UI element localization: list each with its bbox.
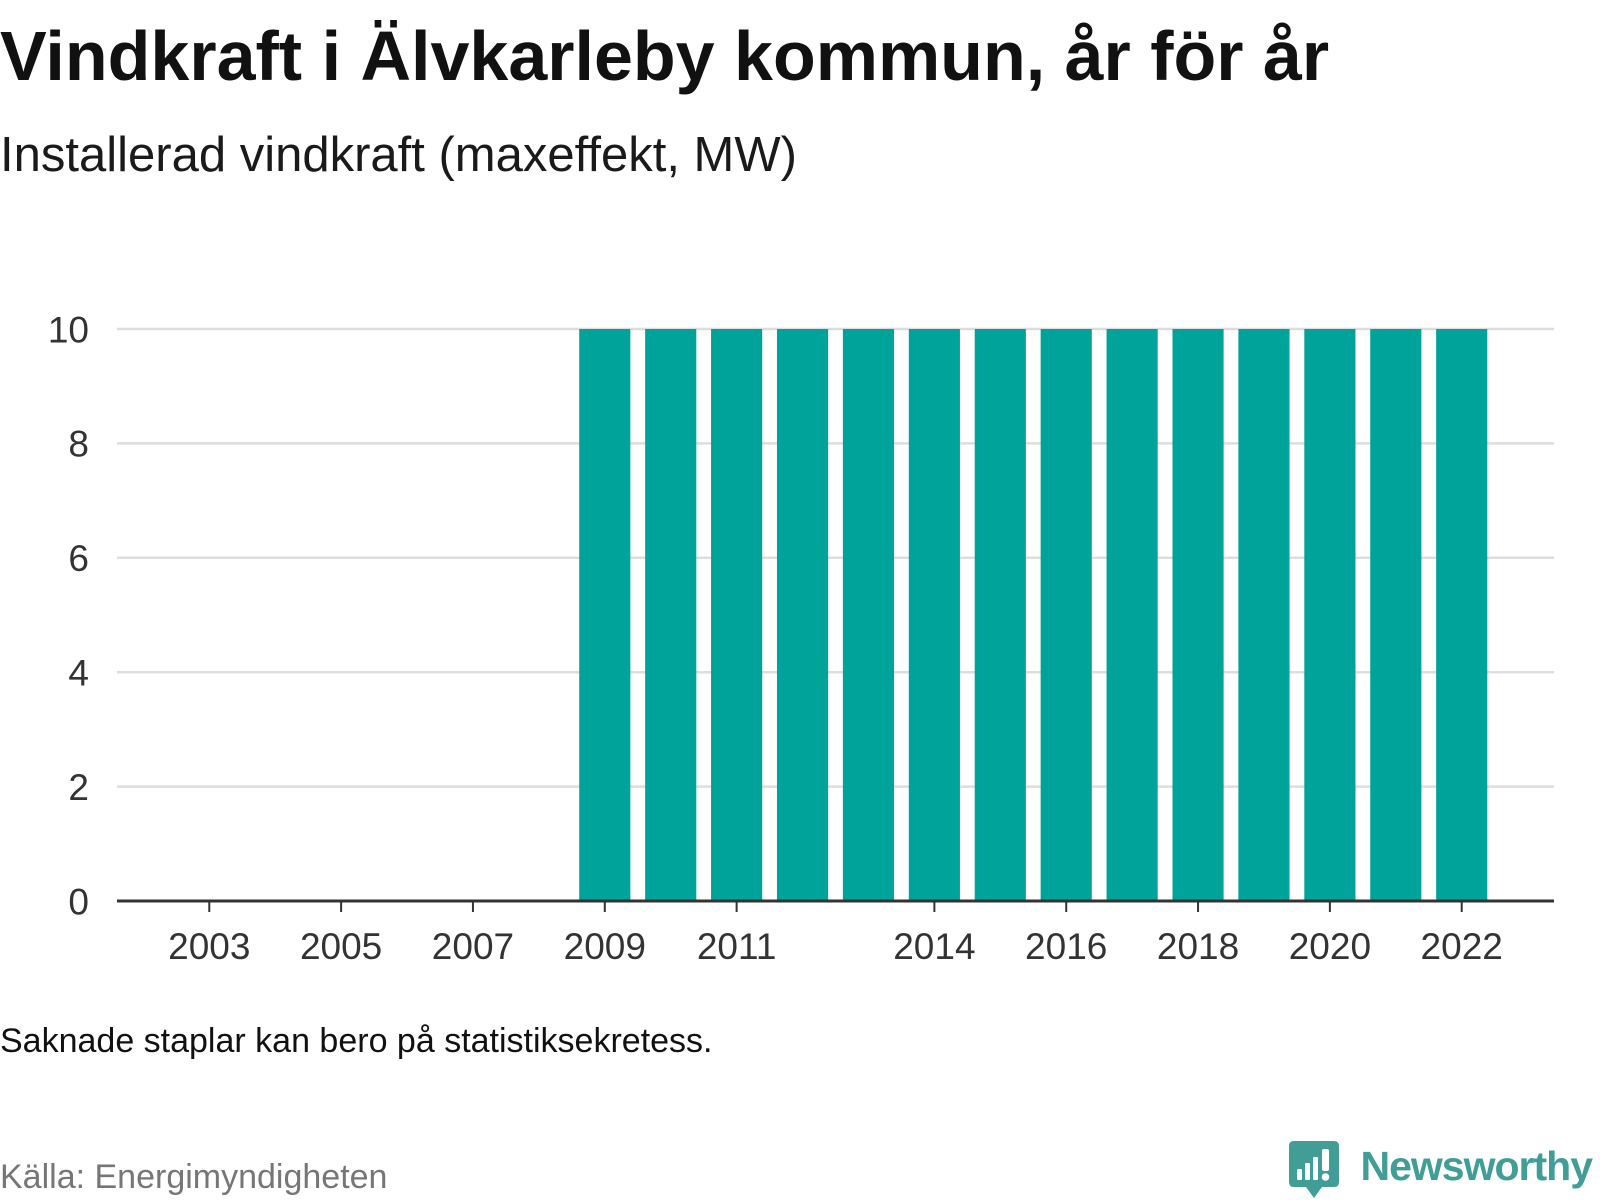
y-tick-label: 6 <box>68 538 89 579</box>
bar <box>1304 329 1356 901</box>
bar <box>1436 329 1488 901</box>
bar <box>1370 329 1422 901</box>
bars <box>579 329 1488 901</box>
bar <box>579 329 631 901</box>
logo-bar-small <box>1297 1169 1302 1180</box>
x-tick-label: 2016 <box>1025 926 1107 967</box>
bar <box>711 329 763 901</box>
chart-title: Vindkraft i Älvkarleby kommun, år för år <box>0 17 1330 95</box>
x-tick-label: 2009 <box>564 926 646 967</box>
y-tick-label: 4 <box>68 653 89 694</box>
x-tick-label: 2003 <box>168 926 250 967</box>
y-tick-label: 0 <box>68 881 89 922</box>
bar <box>1172 329 1224 901</box>
logo-wordmark: Newsworthy <box>1360 1143 1593 1189</box>
bar <box>1040 329 1092 901</box>
y-tick-label: 2 <box>68 767 89 808</box>
bar <box>776 329 829 901</box>
x-tick-label: 2011 <box>697 926 777 967</box>
x-tick-label: 2018 <box>1157 926 1239 967</box>
x-tick-label: 2022 <box>1421 926 1503 967</box>
chart-subtitle: Installerad vindkraft (maxeffekt, MW) <box>0 128 797 182</box>
logo-exclamation-stem <box>1322 1149 1329 1171</box>
bar-chart: 0 2 4 6 8 10 2003 2005 2007 2009 2011 2014 2016 2018 2… <box>48 309 1554 967</box>
x-tick-label: 2020 <box>1289 926 1371 967</box>
x-tick-label: 2005 <box>300 926 382 967</box>
newsworthy-logo-icon <box>1289 1141 1339 1198</box>
bar <box>1106 329 1158 901</box>
y-tick-label: 10 <box>48 309 89 350</box>
bar <box>645 329 697 901</box>
chart-note: Saknade staplar kan bero på statistiksek… <box>0 1022 713 1060</box>
x-axis <box>117 899 1554 912</box>
bar <box>908 329 960 901</box>
logo-exclamation-dot <box>1321 1173 1330 1181</box>
x-tick-label: 2014 <box>893 926 975 967</box>
chart-source: Källa: Energimyndigheten <box>0 1158 388 1196</box>
logo-bar-medium <box>1305 1163 1310 1180</box>
bar <box>842 329 895 901</box>
y-tick-label: 8 <box>68 424 89 465</box>
logo-bar-large <box>1313 1157 1318 1180</box>
bar <box>1238 329 1290 901</box>
bar <box>974 329 1026 901</box>
x-tick-label: 2007 <box>432 926 514 967</box>
tick-labels: 0 2 4 6 8 10 2003 2005 2007 2009 2011 2014 2016 2018 2… <box>48 309 1503 967</box>
